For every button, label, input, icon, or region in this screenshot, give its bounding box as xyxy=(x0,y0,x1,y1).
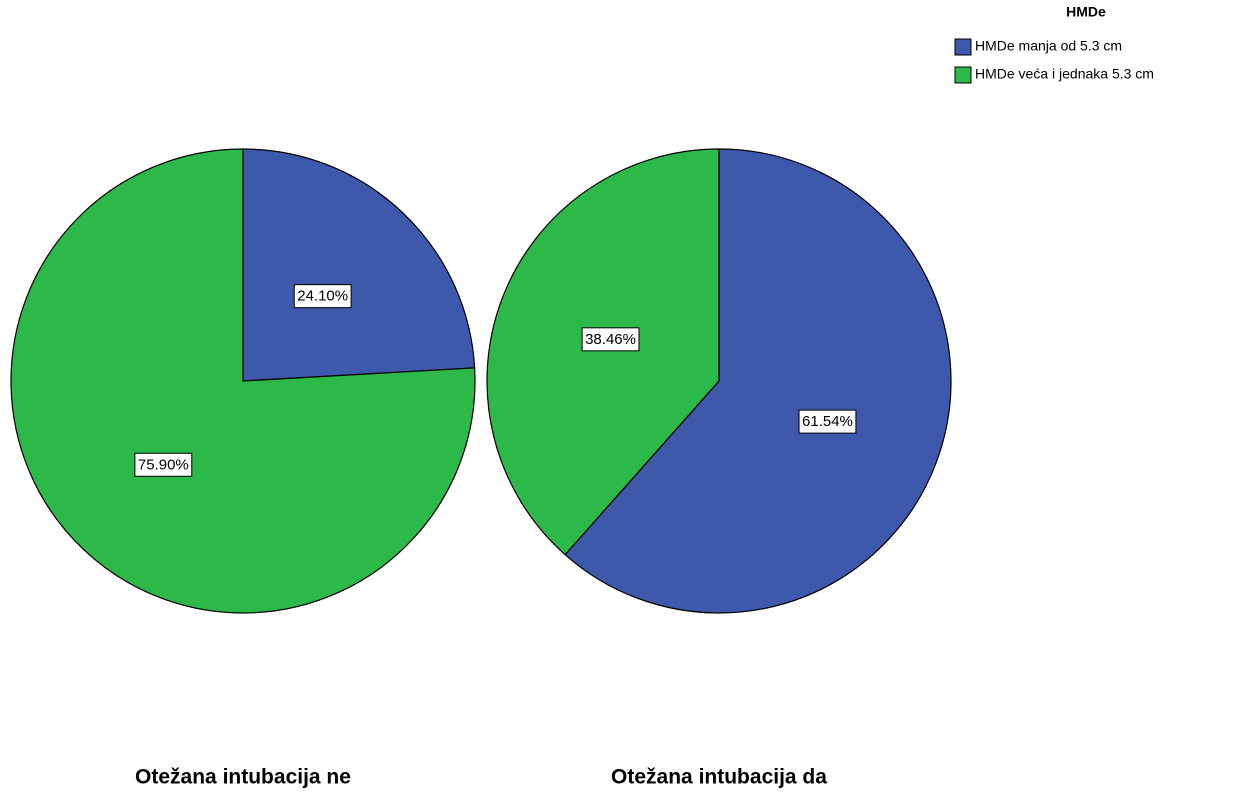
panel-title: Otežana intubacija ne xyxy=(135,766,351,789)
value-label-box xyxy=(134,452,193,477)
legend-label: HMDe manja od 5.3 cm xyxy=(975,38,1122,54)
legend-swatch xyxy=(954,38,972,56)
pie-slice xyxy=(10,148,476,614)
value-label: 24.10% xyxy=(293,284,352,309)
legend-title: HMDe xyxy=(1066,4,1106,20)
legend-label: HMDe veća i jednaka 5.3 cm xyxy=(975,66,1154,82)
value-label-text: 75.90% xyxy=(138,456,189,473)
pie-slice xyxy=(486,148,720,556)
value-label-box xyxy=(581,327,640,352)
value-label-box xyxy=(293,284,352,309)
pie-slice xyxy=(564,148,952,614)
value-label-text: 24.10% xyxy=(297,288,348,305)
value-label-box xyxy=(798,409,857,434)
panel-title: Otežana intubacija da xyxy=(611,766,827,789)
value-label: 61.54% xyxy=(798,409,857,434)
legend-swatch xyxy=(954,66,972,84)
value-label: 75.90% xyxy=(134,452,193,477)
pie-slice xyxy=(242,148,476,382)
value-label: 38.46% xyxy=(581,327,640,352)
value-label-text: 61.54% xyxy=(802,413,853,430)
value-label-text: 38.46% xyxy=(585,331,636,348)
